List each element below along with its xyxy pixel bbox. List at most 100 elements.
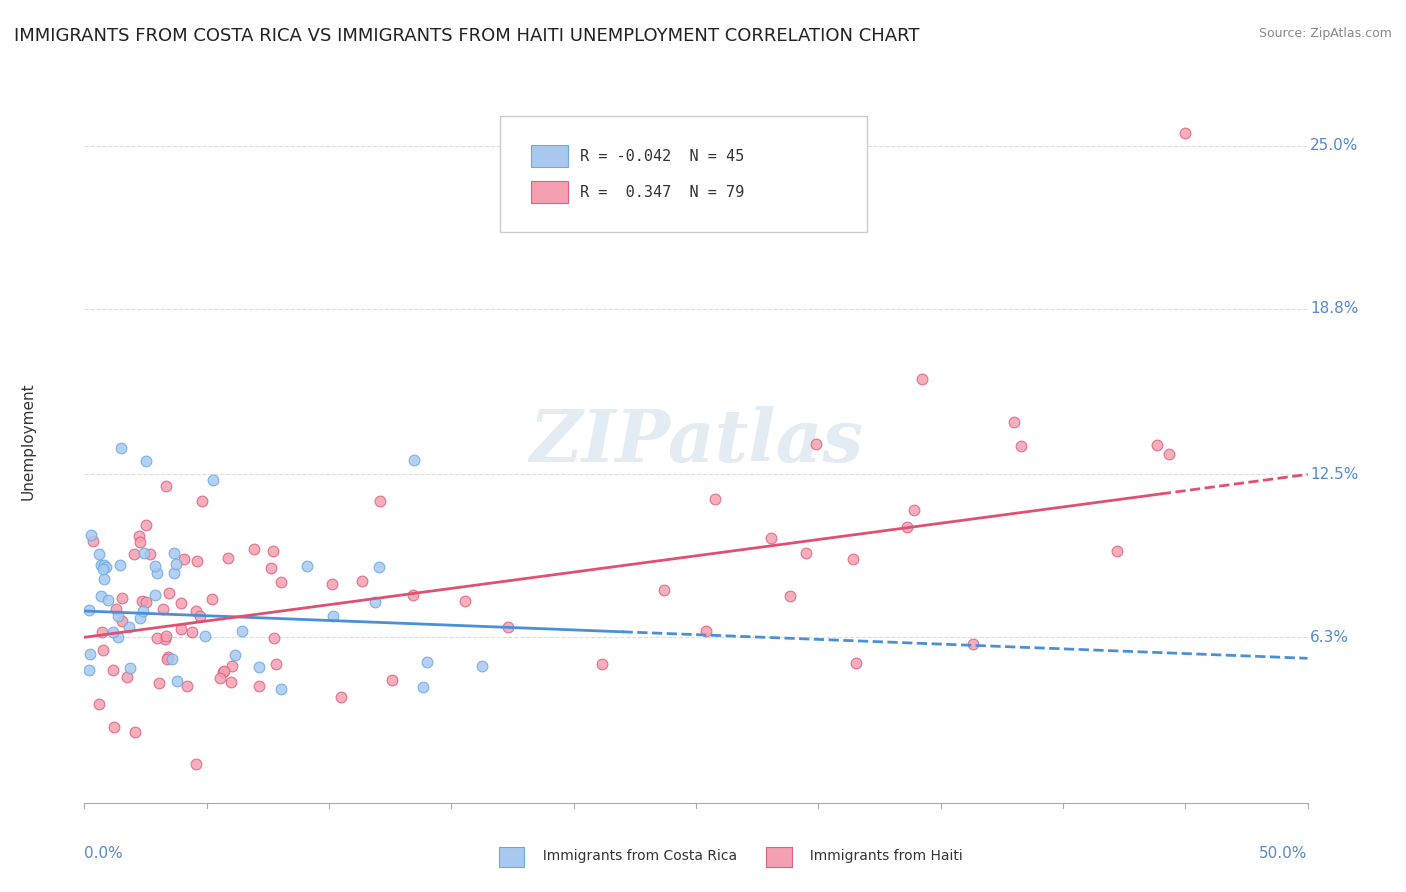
- Bar: [531, 181, 568, 203]
- Point: [1010, 439, 1032, 453]
- Point: [1146, 438, 1168, 452]
- Point: [352, 574, 374, 589]
- Point: [80, 528, 103, 542]
- Point: [169, 622, 191, 636]
- Point: [247, 659, 270, 673]
- Point: [153, 632, 176, 646]
- Point: [131, 594, 153, 608]
- Point: [202, 473, 225, 487]
- Point: [779, 589, 801, 603]
- Point: [695, 624, 717, 639]
- Point: [135, 454, 157, 468]
- Point: [911, 371, 934, 385]
- FancyBboxPatch shape: [501, 116, 868, 232]
- Point: [652, 583, 675, 598]
- Point: [208, 671, 231, 685]
- Point: [120, 660, 142, 674]
- Text: Source: ZipAtlas.com: Source: ZipAtlas.com: [1258, 27, 1392, 40]
- Point: [263, 632, 285, 646]
- Point: [412, 681, 434, 695]
- Point: [471, 659, 494, 673]
- Point: [270, 682, 292, 697]
- Point: [368, 559, 391, 574]
- Point: [91, 562, 114, 576]
- Point: [107, 630, 129, 644]
- Point: [97, 593, 120, 607]
- Point: [496, 619, 519, 633]
- Point: [156, 650, 179, 665]
- Point: [1157, 447, 1180, 461]
- Point: [165, 557, 187, 571]
- Point: [1105, 544, 1128, 558]
- Point: [115, 670, 138, 684]
- Point: [217, 550, 239, 565]
- Point: [90, 589, 112, 603]
- Point: [962, 637, 984, 651]
- Point: [163, 566, 186, 580]
- Point: [155, 478, 177, 492]
- Point: [132, 545, 155, 559]
- Text: 12.5%: 12.5%: [1310, 467, 1358, 482]
- Point: [156, 652, 179, 666]
- Point: [110, 441, 132, 455]
- Point: [454, 594, 477, 608]
- Point: [896, 520, 918, 534]
- Point: [93, 572, 115, 586]
- Point: [82, 534, 104, 549]
- Point: [143, 588, 166, 602]
- Point: [152, 601, 174, 615]
- Point: [247, 679, 270, 693]
- Point: [404, 453, 426, 467]
- Point: [322, 608, 344, 623]
- Point: [132, 604, 155, 618]
- Point: [260, 560, 283, 574]
- Point: [93, 558, 115, 572]
- Point: [166, 674, 188, 689]
- Point: [135, 518, 157, 533]
- Point: [139, 547, 162, 561]
- Point: [108, 558, 131, 572]
- Point: [148, 675, 170, 690]
- Text: 18.8%: 18.8%: [1310, 301, 1358, 317]
- Text: 25.0%: 25.0%: [1310, 138, 1358, 153]
- Point: [591, 657, 613, 671]
- Bar: [531, 145, 568, 167]
- Point: [157, 586, 180, 600]
- Point: [845, 657, 868, 671]
- Point: [111, 591, 134, 606]
- Text: Immigrants from Costa Rica: Immigrants from Costa Rica: [534, 849, 737, 863]
- Point: [128, 611, 150, 625]
- Point: [184, 604, 207, 618]
- Point: [1002, 415, 1025, 429]
- Text: Unemployment: Unemployment: [21, 383, 35, 500]
- Point: [221, 659, 243, 673]
- Point: [231, 624, 253, 639]
- Point: [264, 657, 287, 672]
- Text: 50.0%: 50.0%: [1260, 847, 1308, 861]
- Point: [703, 492, 725, 507]
- Point: [219, 675, 242, 690]
- Point: [103, 720, 125, 734]
- Point: [903, 502, 925, 516]
- Point: [381, 673, 404, 687]
- Text: 6.3%: 6.3%: [1310, 630, 1348, 645]
- Point: [270, 574, 292, 589]
- Point: [129, 535, 152, 549]
- Point: [155, 628, 177, 642]
- Point: [364, 595, 387, 609]
- Point: [87, 547, 110, 561]
- Point: [77, 602, 100, 616]
- Text: Immigrants from Haiti: Immigrants from Haiti: [801, 849, 963, 863]
- Text: R = -0.042  N = 45: R = -0.042 N = 45: [579, 149, 744, 163]
- Point: [79, 647, 101, 661]
- Point: [368, 494, 391, 508]
- Point: [107, 608, 129, 623]
- Point: [1174, 126, 1197, 140]
- Point: [176, 679, 198, 693]
- Point: [173, 551, 195, 566]
- Point: [402, 588, 425, 602]
- Point: [128, 529, 150, 543]
- Point: [101, 625, 124, 640]
- Point: [806, 436, 828, 450]
- Point: [262, 544, 284, 558]
